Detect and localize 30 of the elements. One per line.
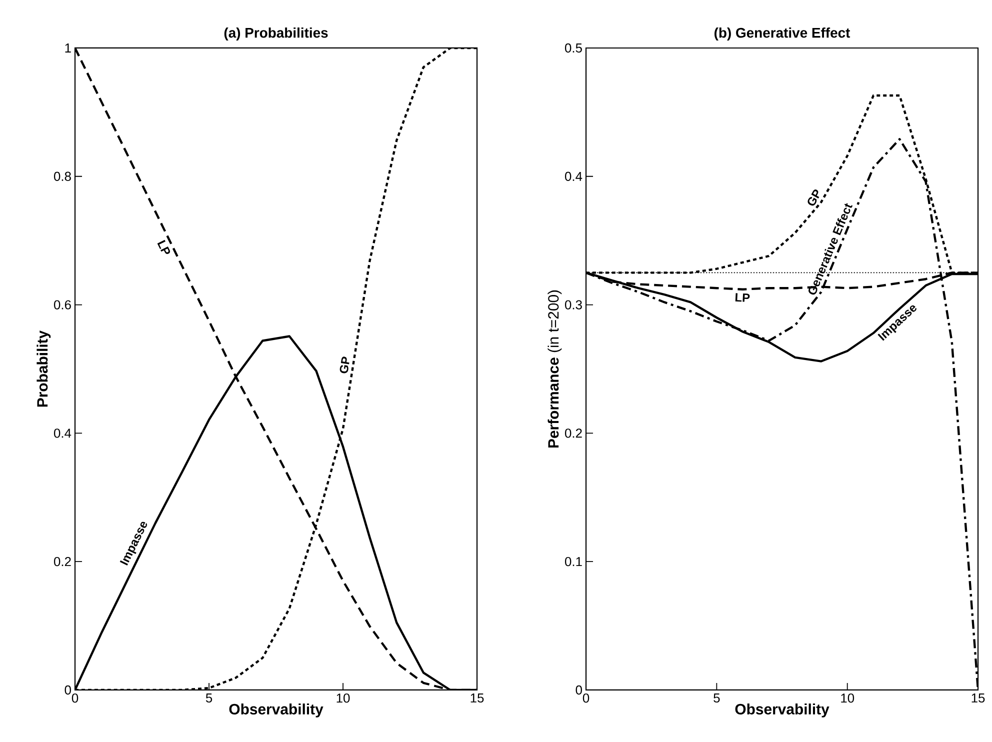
x-tick-label: 15 [972,694,985,703]
y-tick-label: 1 [65,44,71,52]
y-tick-label: 0.2 [54,556,71,566]
x-tick-label: 5 [206,694,212,703]
x-tick-label: 15 [470,694,484,703]
chart-title: (a) Probabilities [224,27,328,40]
x-tick-label: 10 [841,694,854,703]
y-tick-label: 0.2 [564,428,582,438]
y-tick-label: 0.3 [564,300,582,310]
y-tick-label: 0.4 [564,172,582,181]
x-tick-label: 0 [72,694,78,703]
y-tick-label: 0.6 [54,300,71,310]
y-tick-label: 0 [64,685,71,695]
y-tick-label: 0 [576,685,582,695]
x-axis-title: Observability [229,704,324,718]
y-axis-title: Probability [36,330,51,407]
y-tick-label: 0.4 [54,428,72,438]
x-axis-title: Observability [735,704,830,718]
text: GP [340,356,350,374]
x-tick-label: 0 [582,694,590,703]
chart-title: (b) Generative Effect [714,27,850,40]
y-tick-label: 0.1 [564,556,582,566]
text: LP [157,240,170,254]
y-axis-title: Performance (in t=200) [548,290,562,448]
text: GP [808,190,820,206]
x-tick-label: 5 [714,694,720,703]
x-tick-label: 10 [336,694,350,703]
y-tick-label: 0.8 [54,172,71,181]
y-tick-label: 0.5 [564,43,582,53]
series-label: LP [735,293,750,302]
